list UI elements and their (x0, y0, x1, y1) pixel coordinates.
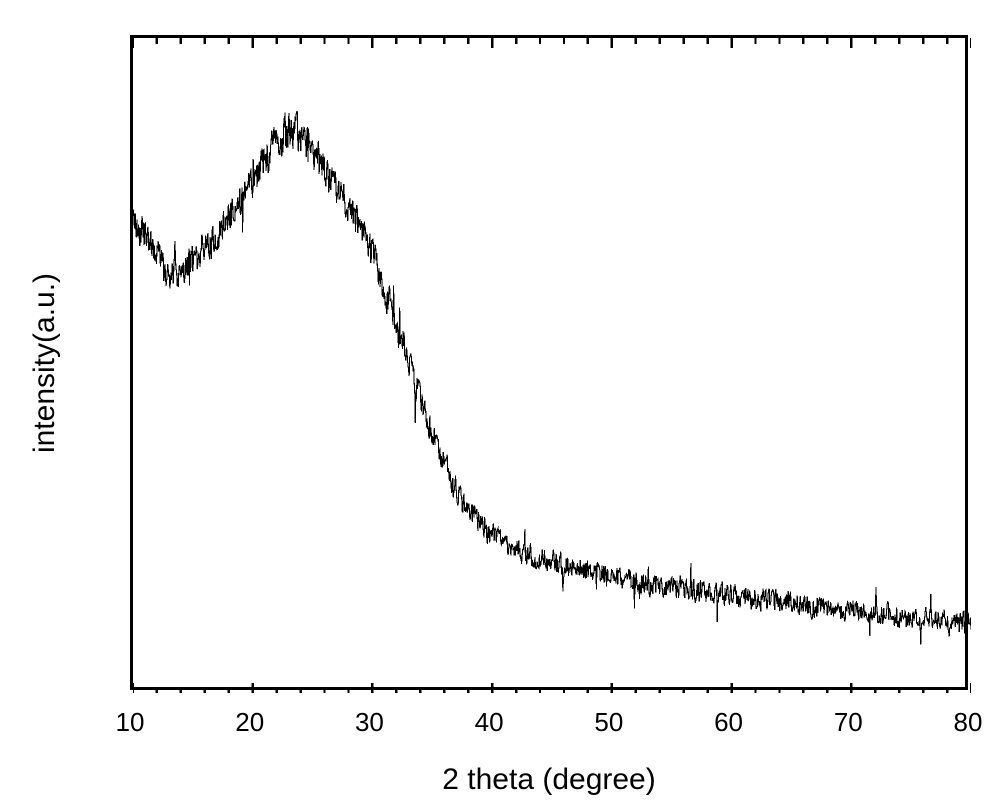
x-axis-label: 2 theta (degree) (442, 763, 655, 797)
x-tick-label: 10 (116, 707, 145, 738)
x-tick-label: 50 (594, 707, 623, 738)
x-tick-label: 40 (475, 707, 504, 738)
xrd-line-svg (133, 38, 971, 693)
xrd-figure: intensity(a.u.) 2 theta (degree) 10 20 30 4… (0, 0, 1000, 805)
y-axis-label-text: intensity(a.u.) (28, 272, 61, 452)
y-axis-label: intensity(a.u.) (28, 272, 62, 452)
plot-area (130, 35, 968, 690)
x-tick-label: 60 (714, 707, 743, 738)
x-axis-label-text: 2 theta (degree) (442, 763, 655, 796)
x-tick-label: 20 (235, 707, 264, 738)
x-tick-label: 70 (834, 707, 863, 738)
x-tick-label: 80 (954, 707, 983, 738)
x-tick-label: 30 (355, 707, 384, 738)
